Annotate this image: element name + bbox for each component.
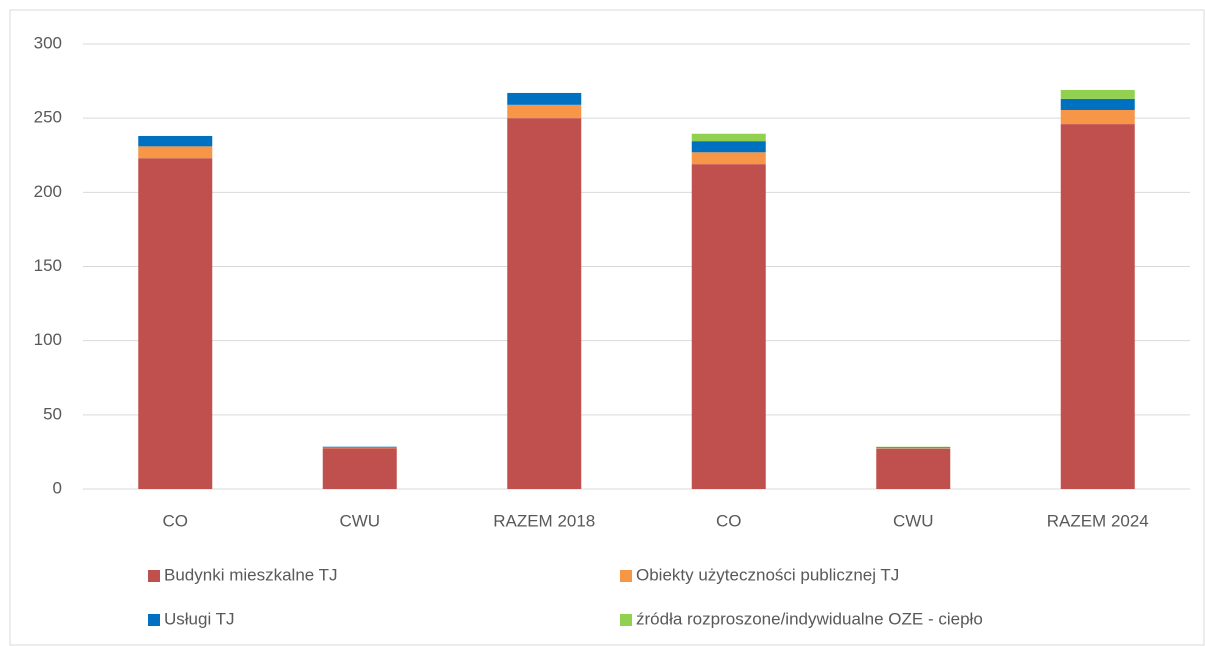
bar-segment bbox=[1060, 124, 1135, 489]
bar-segment bbox=[322, 448, 397, 489]
bar-segment bbox=[138, 146, 213, 159]
legend-swatch bbox=[620, 570, 632, 582]
y-tick-label: 0 bbox=[53, 478, 62, 497]
bar-segment bbox=[322, 447, 397, 449]
bar-segment bbox=[507, 104, 582, 119]
bar-segment bbox=[1060, 110, 1135, 125]
legend-label: Usługi TJ bbox=[164, 609, 235, 628]
y-tick-label: 300 bbox=[34, 33, 62, 52]
y-tick-label: 150 bbox=[34, 256, 62, 275]
legend-swatch bbox=[148, 614, 160, 626]
bar-segment bbox=[691, 164, 766, 489]
x-tick-label: CO bbox=[716, 511, 742, 530]
x-tick-label: RAZEM 2018 bbox=[493, 511, 595, 530]
bar-segment bbox=[876, 448, 951, 489]
bar-segment bbox=[876, 448, 951, 449]
x-tick-label: CO bbox=[163, 511, 189, 530]
bar-segment bbox=[691, 141, 766, 153]
bar-segment bbox=[507, 118, 582, 490]
legend-label: Obiekty użyteczności publicznej TJ bbox=[636, 565, 899, 584]
y-tick-label: 100 bbox=[34, 330, 62, 349]
legend-swatch bbox=[148, 570, 160, 582]
bar-segment bbox=[876, 446, 951, 448]
x-tick-label: CWU bbox=[893, 511, 934, 530]
x-tick-label: CWU bbox=[339, 511, 380, 530]
bar-segment bbox=[138, 135, 213, 147]
legend-swatch bbox=[620, 614, 632, 626]
y-tick-label: 250 bbox=[34, 108, 62, 127]
bar-segment bbox=[1060, 98, 1135, 111]
x-tick-label: RAZEM 2024 bbox=[1047, 511, 1149, 530]
y-tick-label: 200 bbox=[34, 182, 62, 201]
bar-segment bbox=[876, 447, 951, 449]
bar-segment bbox=[691, 152, 766, 165]
legend-label: źródła rozproszone/indywidualne OZE - ci… bbox=[636, 609, 983, 628]
y-tick-label: 50 bbox=[43, 404, 62, 423]
bar-segment bbox=[507, 92, 582, 105]
bar-segment bbox=[138, 158, 213, 489]
bar-segment bbox=[322, 446, 397, 448]
bar-segment bbox=[691, 133, 766, 142]
legend-label: Budynki mieszkalne TJ bbox=[164, 565, 338, 584]
bar-segment bbox=[1060, 89, 1135, 99]
